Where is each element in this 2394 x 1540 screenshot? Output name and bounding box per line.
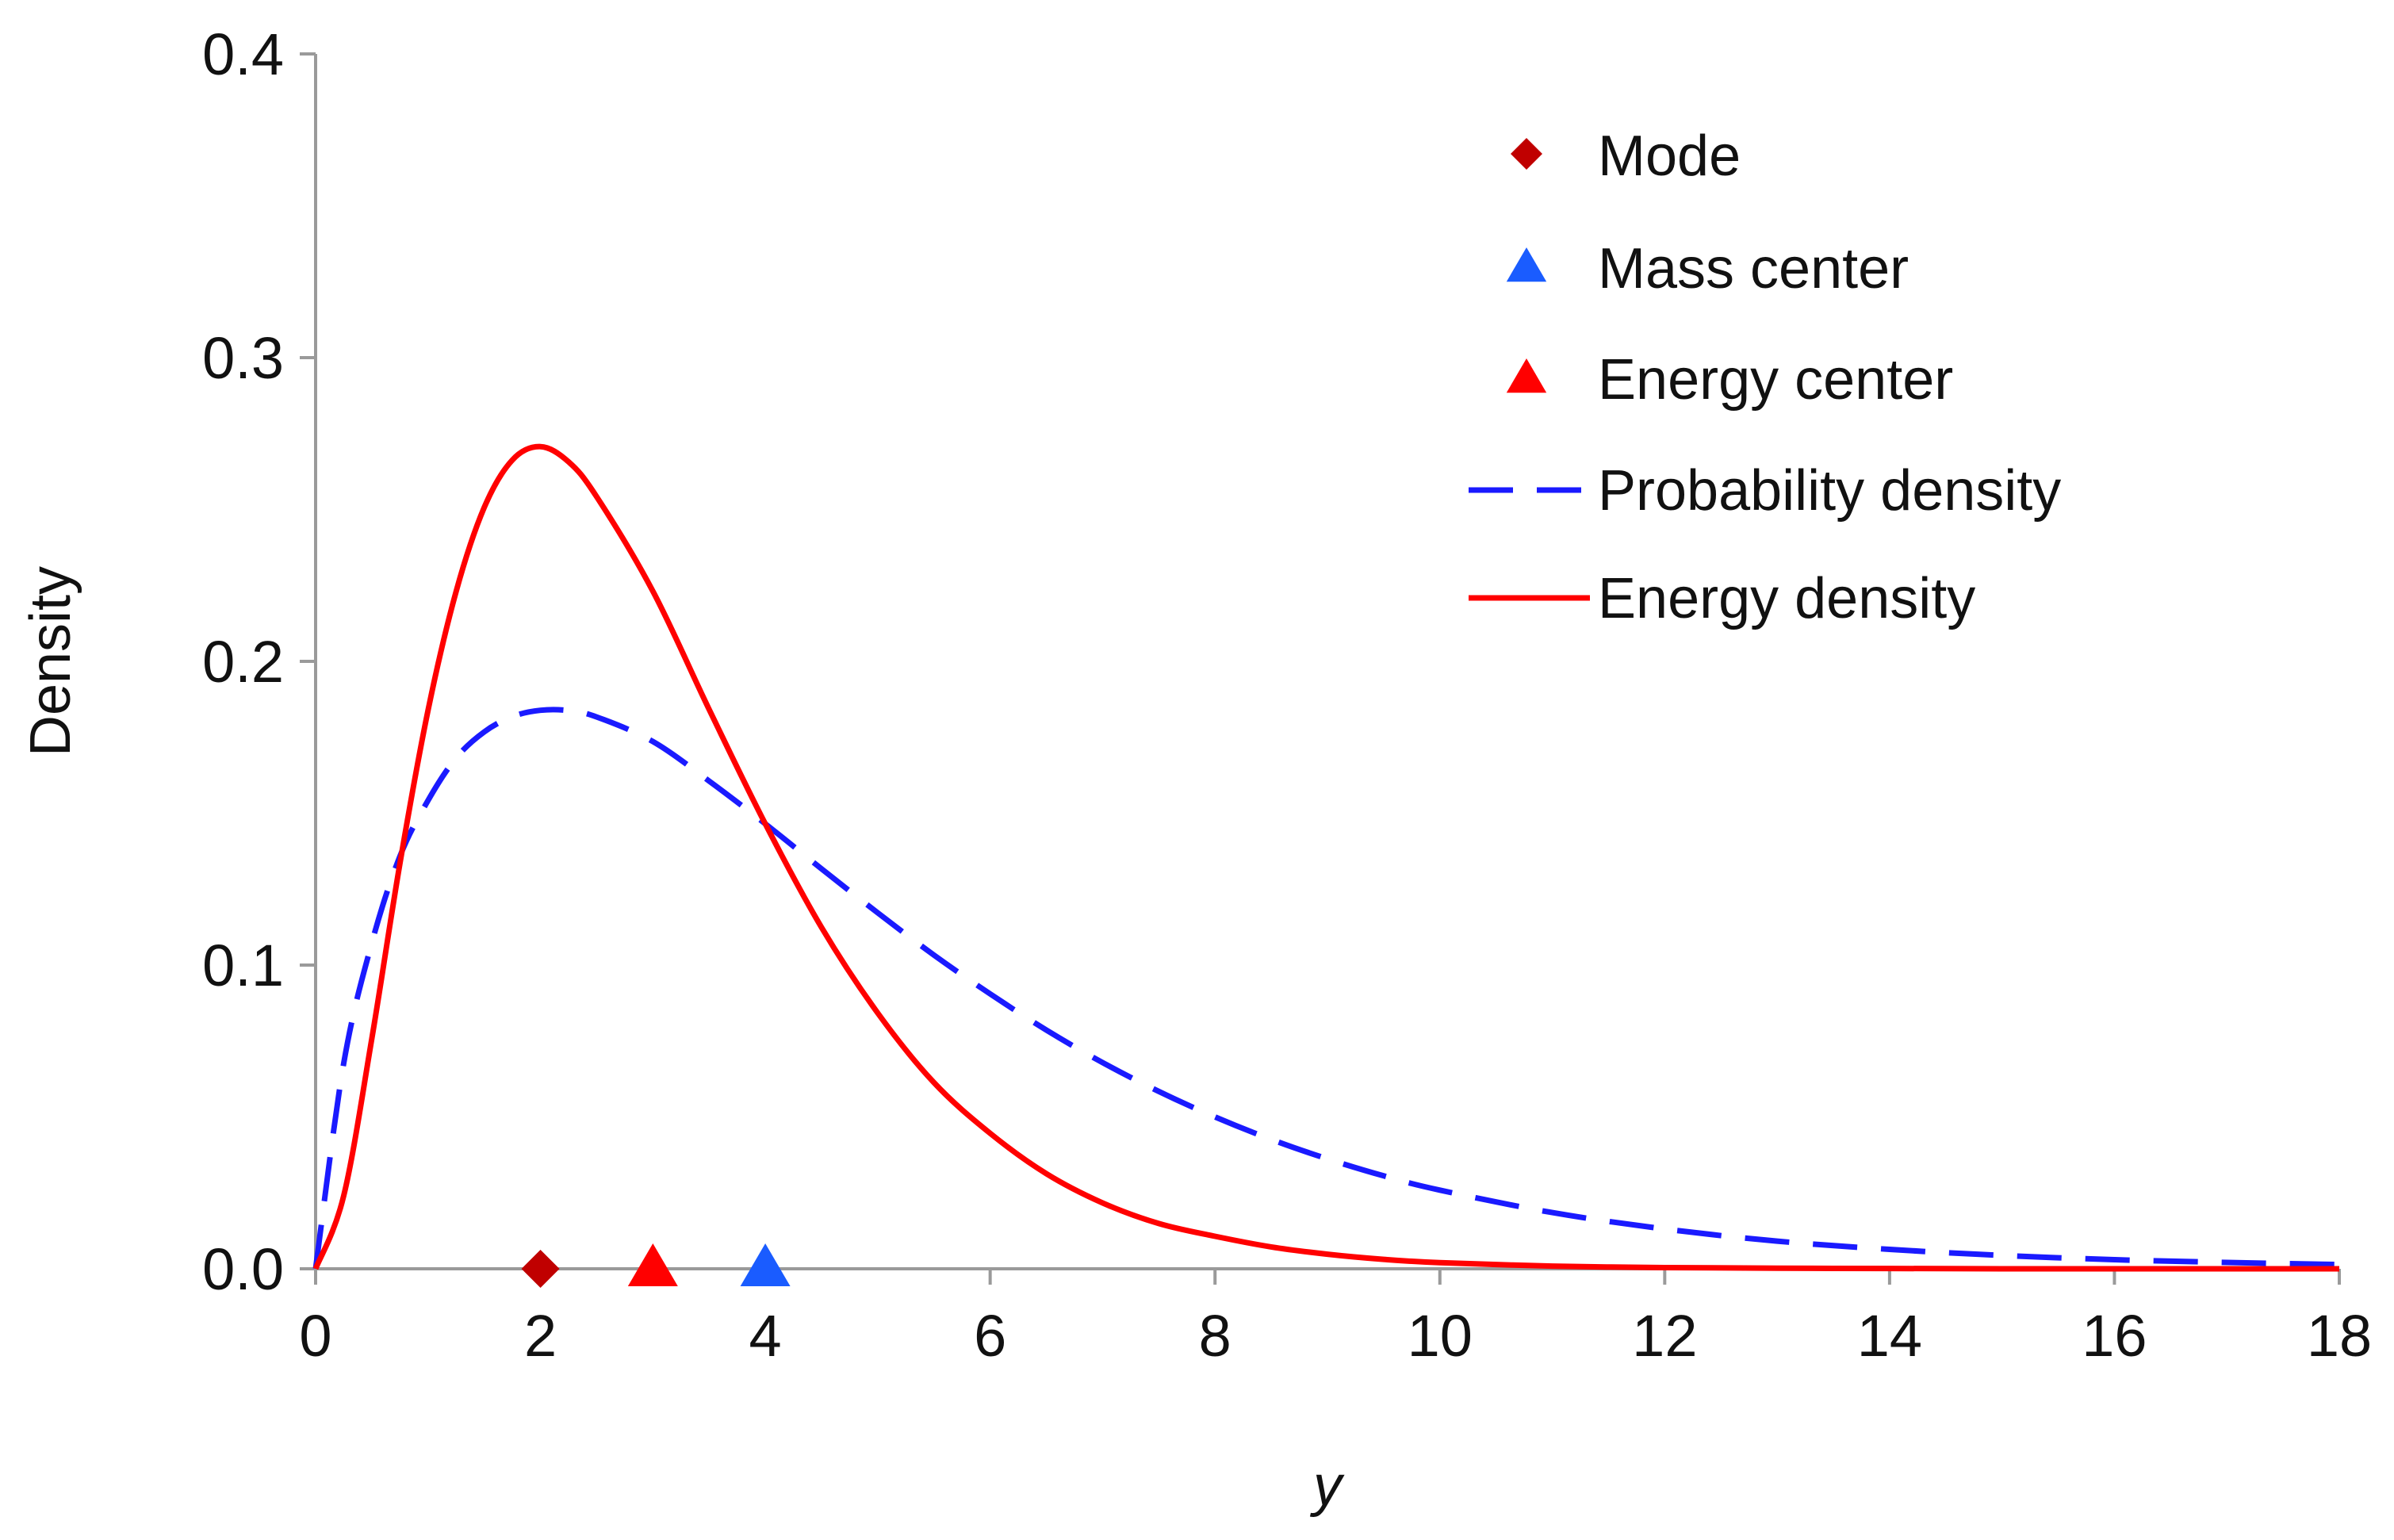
mode-marker — [521, 1250, 560, 1288]
legend-label-mass-center: Mass center — [1598, 237, 1909, 301]
y-ticks: 0.0 0.1 0.2 0.3 0.4 — [202, 21, 316, 1302]
series-layer — [312, 443, 2340, 1272]
legend-label-probability-density: Probability density — [1598, 459, 2061, 523]
x-tick-label: 6 — [974, 1303, 1006, 1369]
legend-symbol-energy-center — [1506, 358, 1547, 393]
x-tick-label: 16 — [2082, 1303, 2147, 1369]
mass-center-marker — [740, 1243, 791, 1286]
x-tick-label: 8 — [1199, 1303, 1231, 1369]
energy-density-line — [312, 443, 2339, 1272]
legend-symbol-mass-center — [1506, 247, 1547, 282]
x-tick-label: 10 — [1408, 1303, 1473, 1369]
x-tick-label: 12 — [1632, 1303, 1697, 1369]
y-tick-label: 0.4 — [202, 21, 284, 87]
legend-label-mode: Mode — [1598, 125, 1741, 188]
y-tick-label: 0.0 — [202, 1236, 284, 1302]
x-tick-label: 14 — [1857, 1303, 1922, 1369]
y-axis-title: Density — [19, 566, 82, 757]
x-tick-label: 0 — [299, 1303, 331, 1369]
x-tick-label: 18 — [2307, 1303, 2372, 1369]
x-axis-title: y — [1309, 1454, 1345, 1518]
x-ticks: 0 2 4 6 8 10 12 14 16 18 — [299, 1269, 2372, 1369]
energy-center-marker — [627, 1243, 678, 1286]
x-tick-label: 2 — [524, 1303, 557, 1369]
legend: Mode Mass center Energy center Probability … — [1469, 125, 2061, 630]
x-tick-label: 4 — [749, 1303, 782, 1369]
legend-label-energy-center: Energy center — [1598, 348, 1953, 412]
y-tick-label: 0.2 — [202, 629, 284, 695]
axes — [314, 54, 2339, 1270]
markers-layer — [521, 1243, 791, 1288]
legend-label-energy-density: Energy density — [1598, 567, 1975, 630]
legend-symbol-mode — [1511, 138, 1542, 170]
y-tick-label: 0.3 — [202, 325, 284, 391]
y-tick-label: 0.1 — [202, 933, 284, 998]
probability-density-line — [312, 707, 2340, 1270]
